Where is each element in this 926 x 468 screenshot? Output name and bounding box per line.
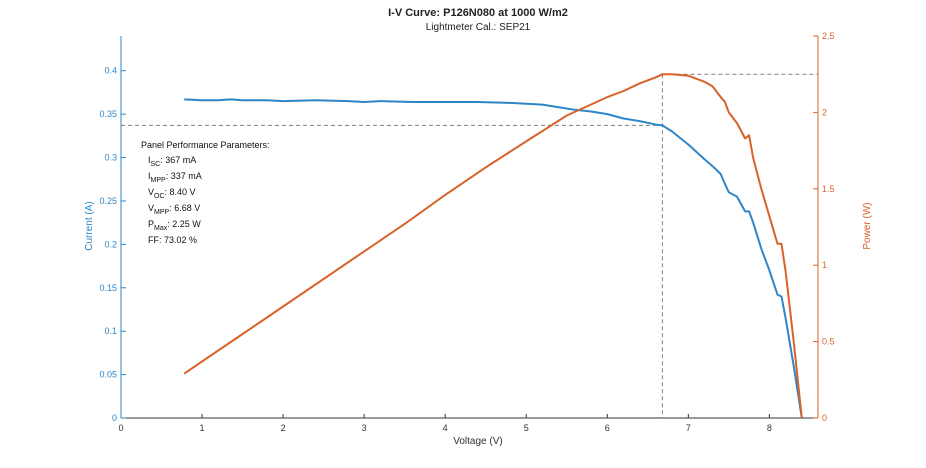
chart-subtitle: Lightmeter Cal.: SEP21 — [426, 22, 531, 33]
annotation-value: : 337 mA — [166, 171, 202, 181]
y-right-tick-label: 0 — [822, 413, 827, 423]
annotation-symbol: V — [148, 187, 154, 197]
annotation-symbol: V — [148, 203, 154, 213]
annotation-line: IMPP: 337 mA — [148, 171, 202, 184]
axes: 0 1 2 3 4 5 6 7 8 0 0.05 0.1 0.15 0.2 0.25 0.3 0.35 0.4 0 0… — [99, 31, 834, 433]
annotation-value: : 73.02 % — [159, 235, 197, 245]
annotation-subscript: MPP — [154, 209, 170, 216]
annotation-value: : 2.25 W — [167, 219, 201, 229]
y-left-tick-label: 0.1 — [104, 326, 117, 336]
annotation-line: PMax: 2.25 W — [148, 219, 201, 232]
annotation-symbol: I — [148, 155, 151, 165]
annotation-symbol: FF — [148, 235, 159, 245]
x-tick-label: 6 — [605, 423, 610, 433]
y-right-tick-label: 2.5 — [822, 31, 835, 41]
x-tick-label: 4 — [443, 423, 448, 433]
y-right-tick-label: 0.5 — [822, 337, 835, 347]
y-left-tick-label: 0.2 — [104, 239, 117, 249]
y-right-tick-label: 1.5 — [822, 184, 835, 194]
annotation-line: VMPP: 6.68 V — [148, 203, 200, 216]
y-left-tick-label: 0 — [112, 413, 117, 423]
annotation-heading: Panel Performance Parameters: — [141, 140, 270, 150]
y-left-tick-label: 0.05 — [99, 370, 117, 380]
x-tick-label: 3 — [362, 423, 367, 433]
annotation-symbol: P — [148, 219, 154, 229]
annotation-subscript: OC — [154, 193, 165, 200]
annotation-value: : 6.68 V — [169, 203, 200, 213]
annotation-subscript: MPP — [151, 177, 167, 184]
performance-parameters-box: Panel Performance Parameters: ISC: 367 m… — [141, 140, 270, 245]
x-axis-label: Voltage (V) — [453, 436, 502, 447]
y-left-axis-label: Current (A) — [84, 201, 95, 250]
y-left-tick-label: 0.15 — [99, 283, 117, 293]
chart-title: I-V Curve: P126N080 at 1000 W/m2 — [388, 7, 568, 19]
current-curve-line — [184, 98, 803, 419]
mpp-reference-lines — [121, 73, 818, 418]
annotation-line: FF: 73.02 % — [148, 235, 197, 245]
power-curve-line — [183, 73, 803, 419]
y-left-tick-label: 0.35 — [99, 109, 117, 119]
x-tick-label: 5 — [524, 423, 529, 433]
x-tick-label: 8 — [767, 423, 772, 433]
x-tick-label: 2 — [281, 423, 286, 433]
series-layer — [183, 73, 803, 419]
annotation-symbol: I — [148, 171, 151, 181]
y-left-tick-label: 0.3 — [104, 153, 117, 163]
x-tick-label: 0 — [118, 423, 123, 433]
y-right-tick-label: 1 — [822, 260, 827, 270]
annotation-value: : 367 mA — [160, 155, 196, 165]
annotation-subscript: Max — [154, 225, 168, 232]
y-left-tick-label: 0.25 — [99, 196, 117, 206]
x-tick-label: 1 — [200, 423, 205, 433]
annotation-value: : 8.40 V — [165, 187, 196, 197]
y-left-tick-label: 0.4 — [104, 66, 117, 76]
annotation-line: ISC: 367 mA — [148, 155, 196, 168]
annotation-subscript: SC — [151, 161, 161, 168]
x-tick-label: 7 — [686, 423, 691, 433]
y-right-axis-label: Power (W) — [862, 202, 873, 249]
annotation-line: VOC: 8.40 V — [148, 187, 196, 200]
y-right-tick-label: 2 — [822, 107, 827, 117]
